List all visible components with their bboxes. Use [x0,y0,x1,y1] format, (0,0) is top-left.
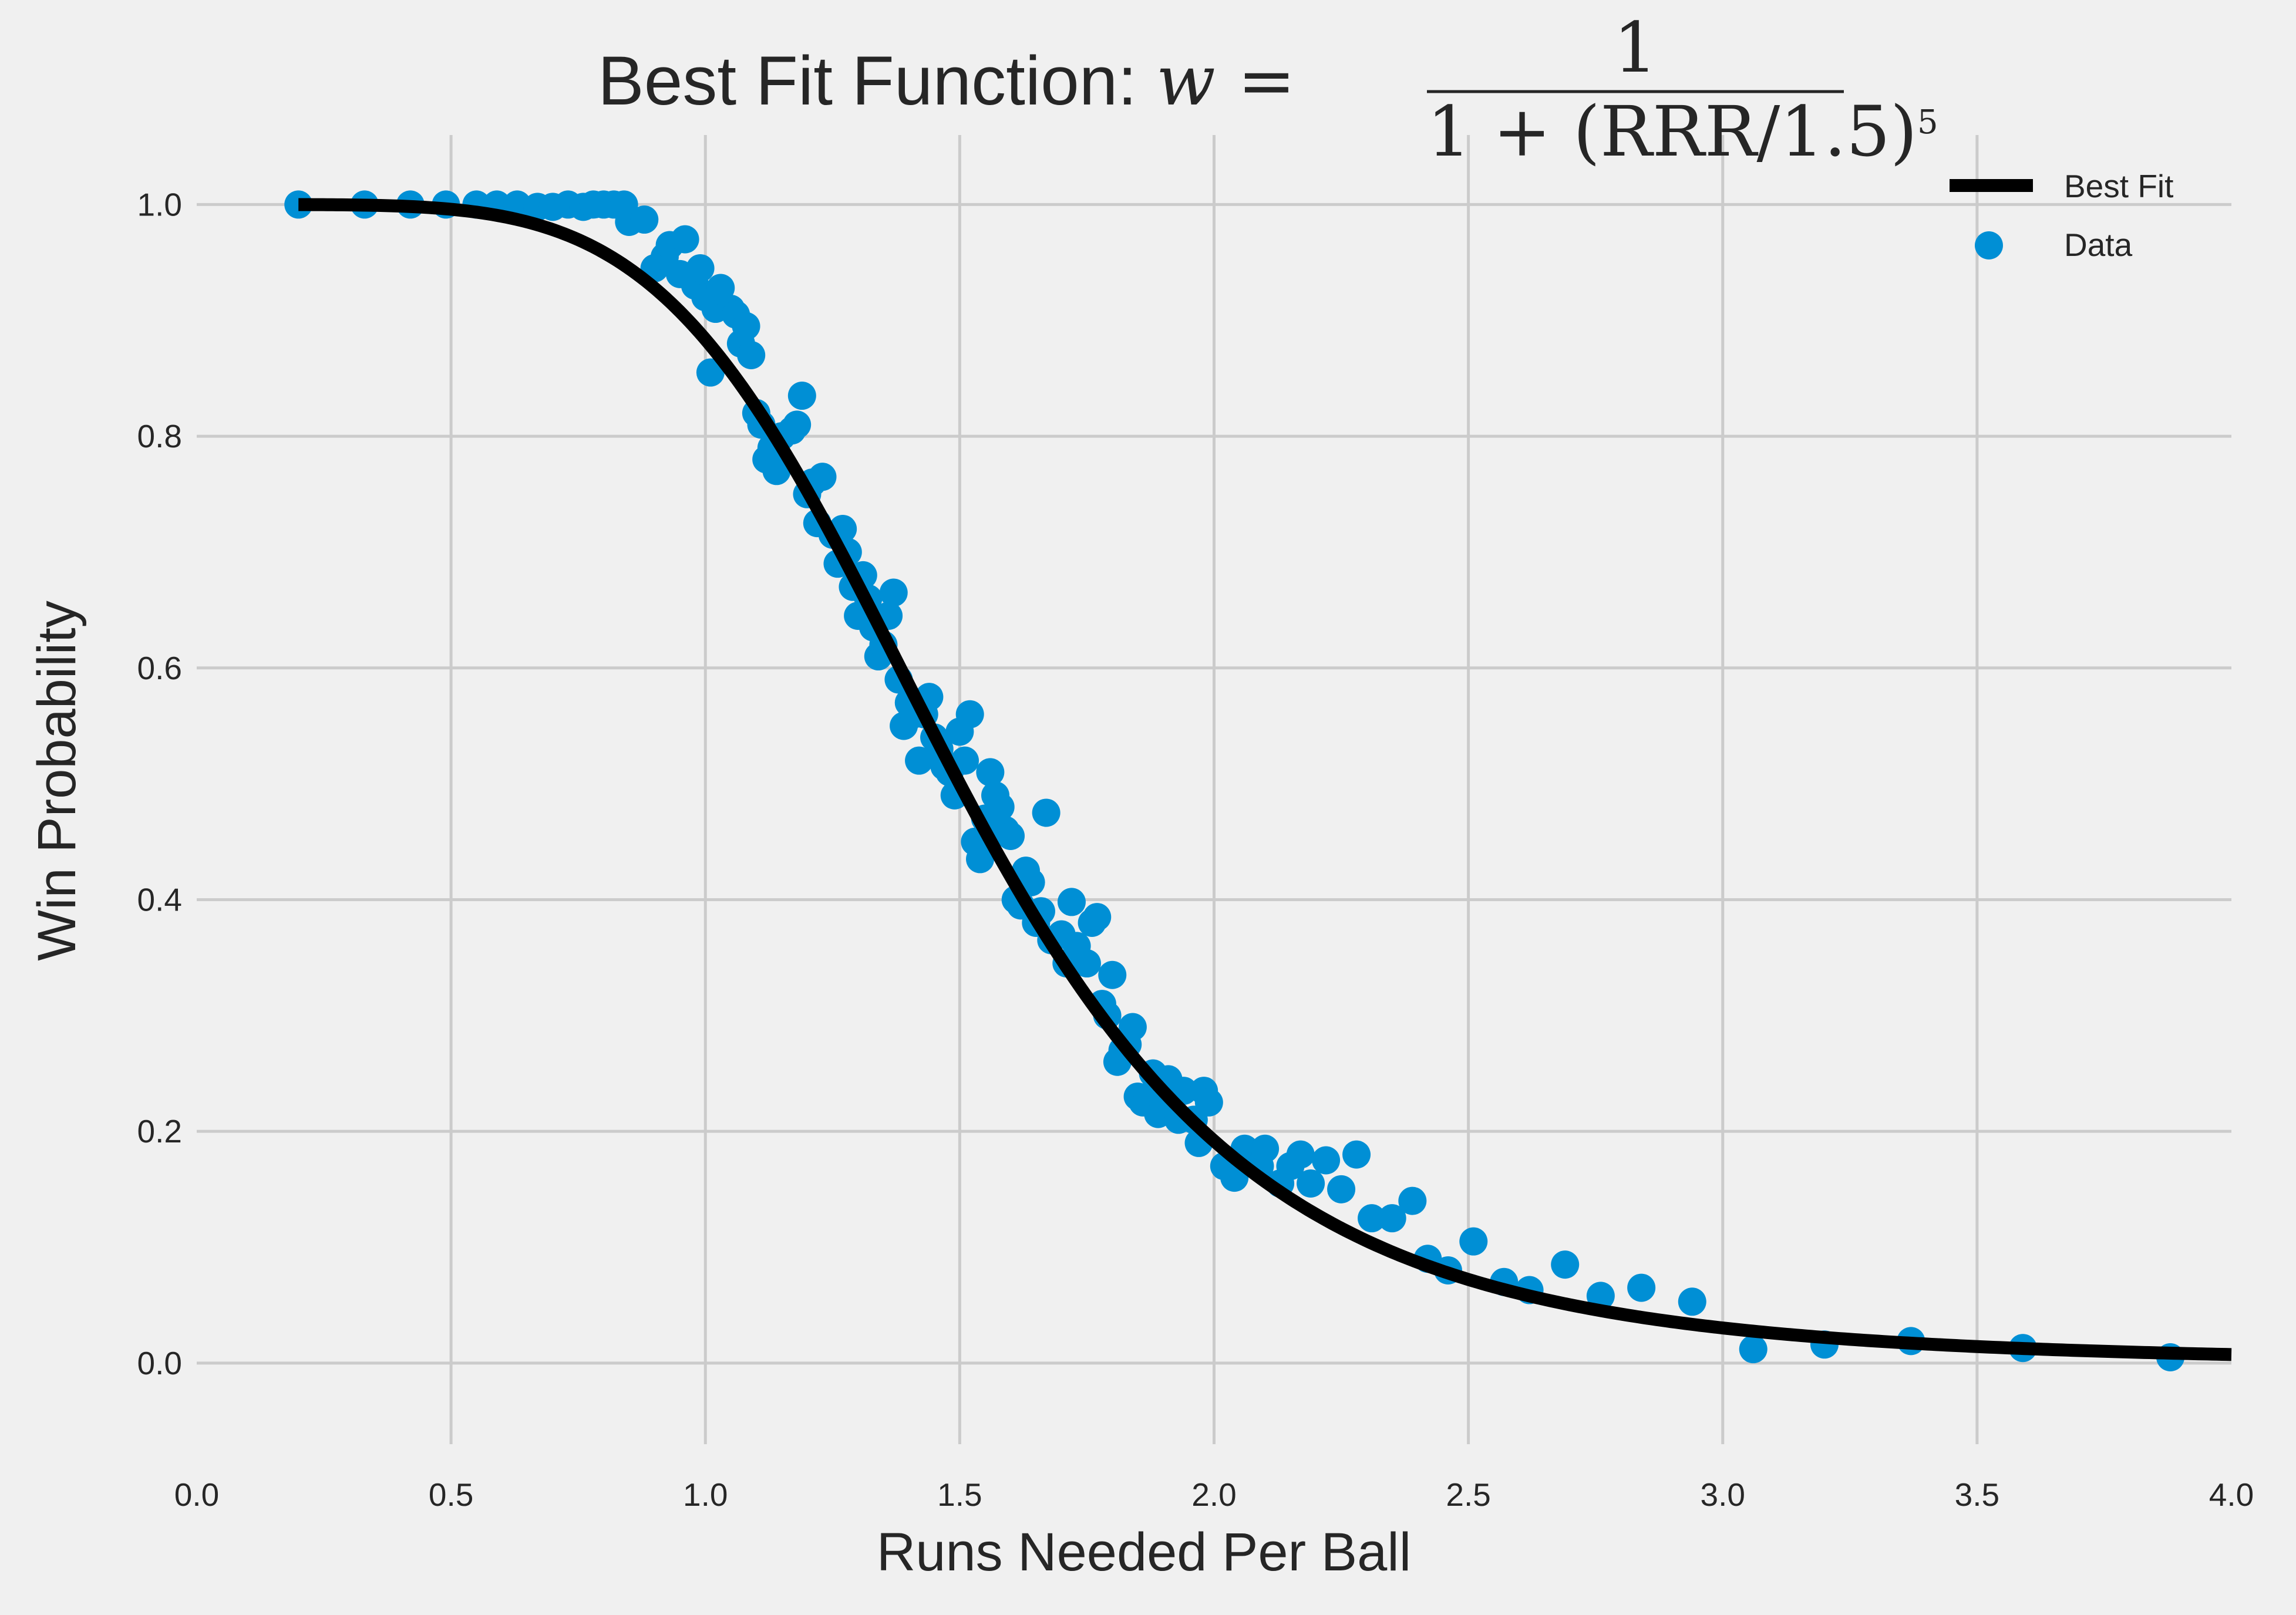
data-point [966,845,995,874]
data-point [996,821,1025,850]
data-point [686,254,715,282]
y-axis-label: Win Probability [27,601,87,961]
data-point [696,358,725,387]
data-point [1627,1273,1656,1302]
y-tick-label: 0.8 [137,418,182,454]
data-point [1327,1175,1356,1203]
data-point [986,793,1015,821]
x-tick-label: 2.5 [1446,1476,1490,1513]
data-point [1551,1250,1580,1279]
data-point [1072,949,1101,978]
data-point [630,205,659,234]
title-equals: = [1216,40,1295,121]
data-point [955,700,984,729]
x-tick-label: 3.5 [1955,1476,1999,1513]
data-point [976,758,1005,787]
legend-label-data: Data [2064,227,2133,263]
title-denominator: 1 + (RRR/1.5)5 [1427,91,1938,172]
data-point [1358,1204,1386,1233]
title-prefix: Best Fit Function: w = [598,40,1295,121]
x-tick-label: 3.0 [1701,1476,1745,1513]
data-point [879,578,908,607]
data-point [1459,1227,1488,1256]
data-point [1297,1169,1325,1198]
legend-swatch-data [1975,231,2003,259]
data-point [1678,1287,1706,1316]
data-point [1378,1204,1406,1233]
data-point [1312,1146,1341,1175]
y-tick-labels: 0.0 0.2 0.4 0.6 0.8 1.0 [137,186,182,1381]
data-point [1286,1140,1315,1169]
data-point [1398,1186,1427,1215]
y-tick-label: 0.0 [137,1345,182,1381]
data-point [732,312,760,340]
y-tick-label: 0.6 [137,650,182,686]
data-point [284,190,313,219]
data-point [808,463,837,491]
x-axis-label: Runs Needed Per Ball [877,1522,1411,1582]
x-tick-label: 1.5 [937,1476,982,1513]
data-point [1057,888,1086,916]
data-point [787,382,816,410]
chart-title: Best Fit Function: w = 1 1 + (RRR/1.5)5 [598,7,1938,172]
data-point [1118,1013,1147,1041]
data-point [737,340,766,369]
title-numerator: 1 [1613,7,1657,88]
legend-label-best-fit: Best Fit [2064,168,2173,204]
data-point [706,274,735,302]
legend: Best Fit Data [1950,168,2173,263]
y-tick-label: 0.2 [137,1113,182,1149]
data-point [1194,1088,1223,1117]
data-point [762,457,791,485]
data-point [1251,1134,1280,1163]
best-fit-line [297,198,2233,1361]
data-point [1342,1140,1371,1169]
x-tick-labels: 0.0 0.5 1.0 1.5 2.0 2.5 3.0 3.5 4.0 [174,1476,2254,1513]
x-tick-label: 0.0 [174,1476,219,1513]
x-tick-label: 2.0 [1191,1476,1236,1513]
title-variable: w [1156,40,1216,121]
data-point [1739,1335,1768,1364]
data-points [284,190,2185,1371]
y-tick-label: 1.0 [137,186,182,222]
data-point [1083,903,1112,932]
grid [197,135,2231,1444]
x-tick-label: 0.5 [429,1476,473,1513]
data-point [1032,798,1061,827]
data-point [783,410,812,439]
x-tick-label: 4.0 [2209,1476,2254,1513]
title-exponent: 5 [1917,103,1938,141]
x-tick-label: 1.0 [683,1476,728,1513]
y-tick-label: 0.4 [137,881,182,918]
data-point [671,225,699,254]
data-point [1098,960,1127,989]
